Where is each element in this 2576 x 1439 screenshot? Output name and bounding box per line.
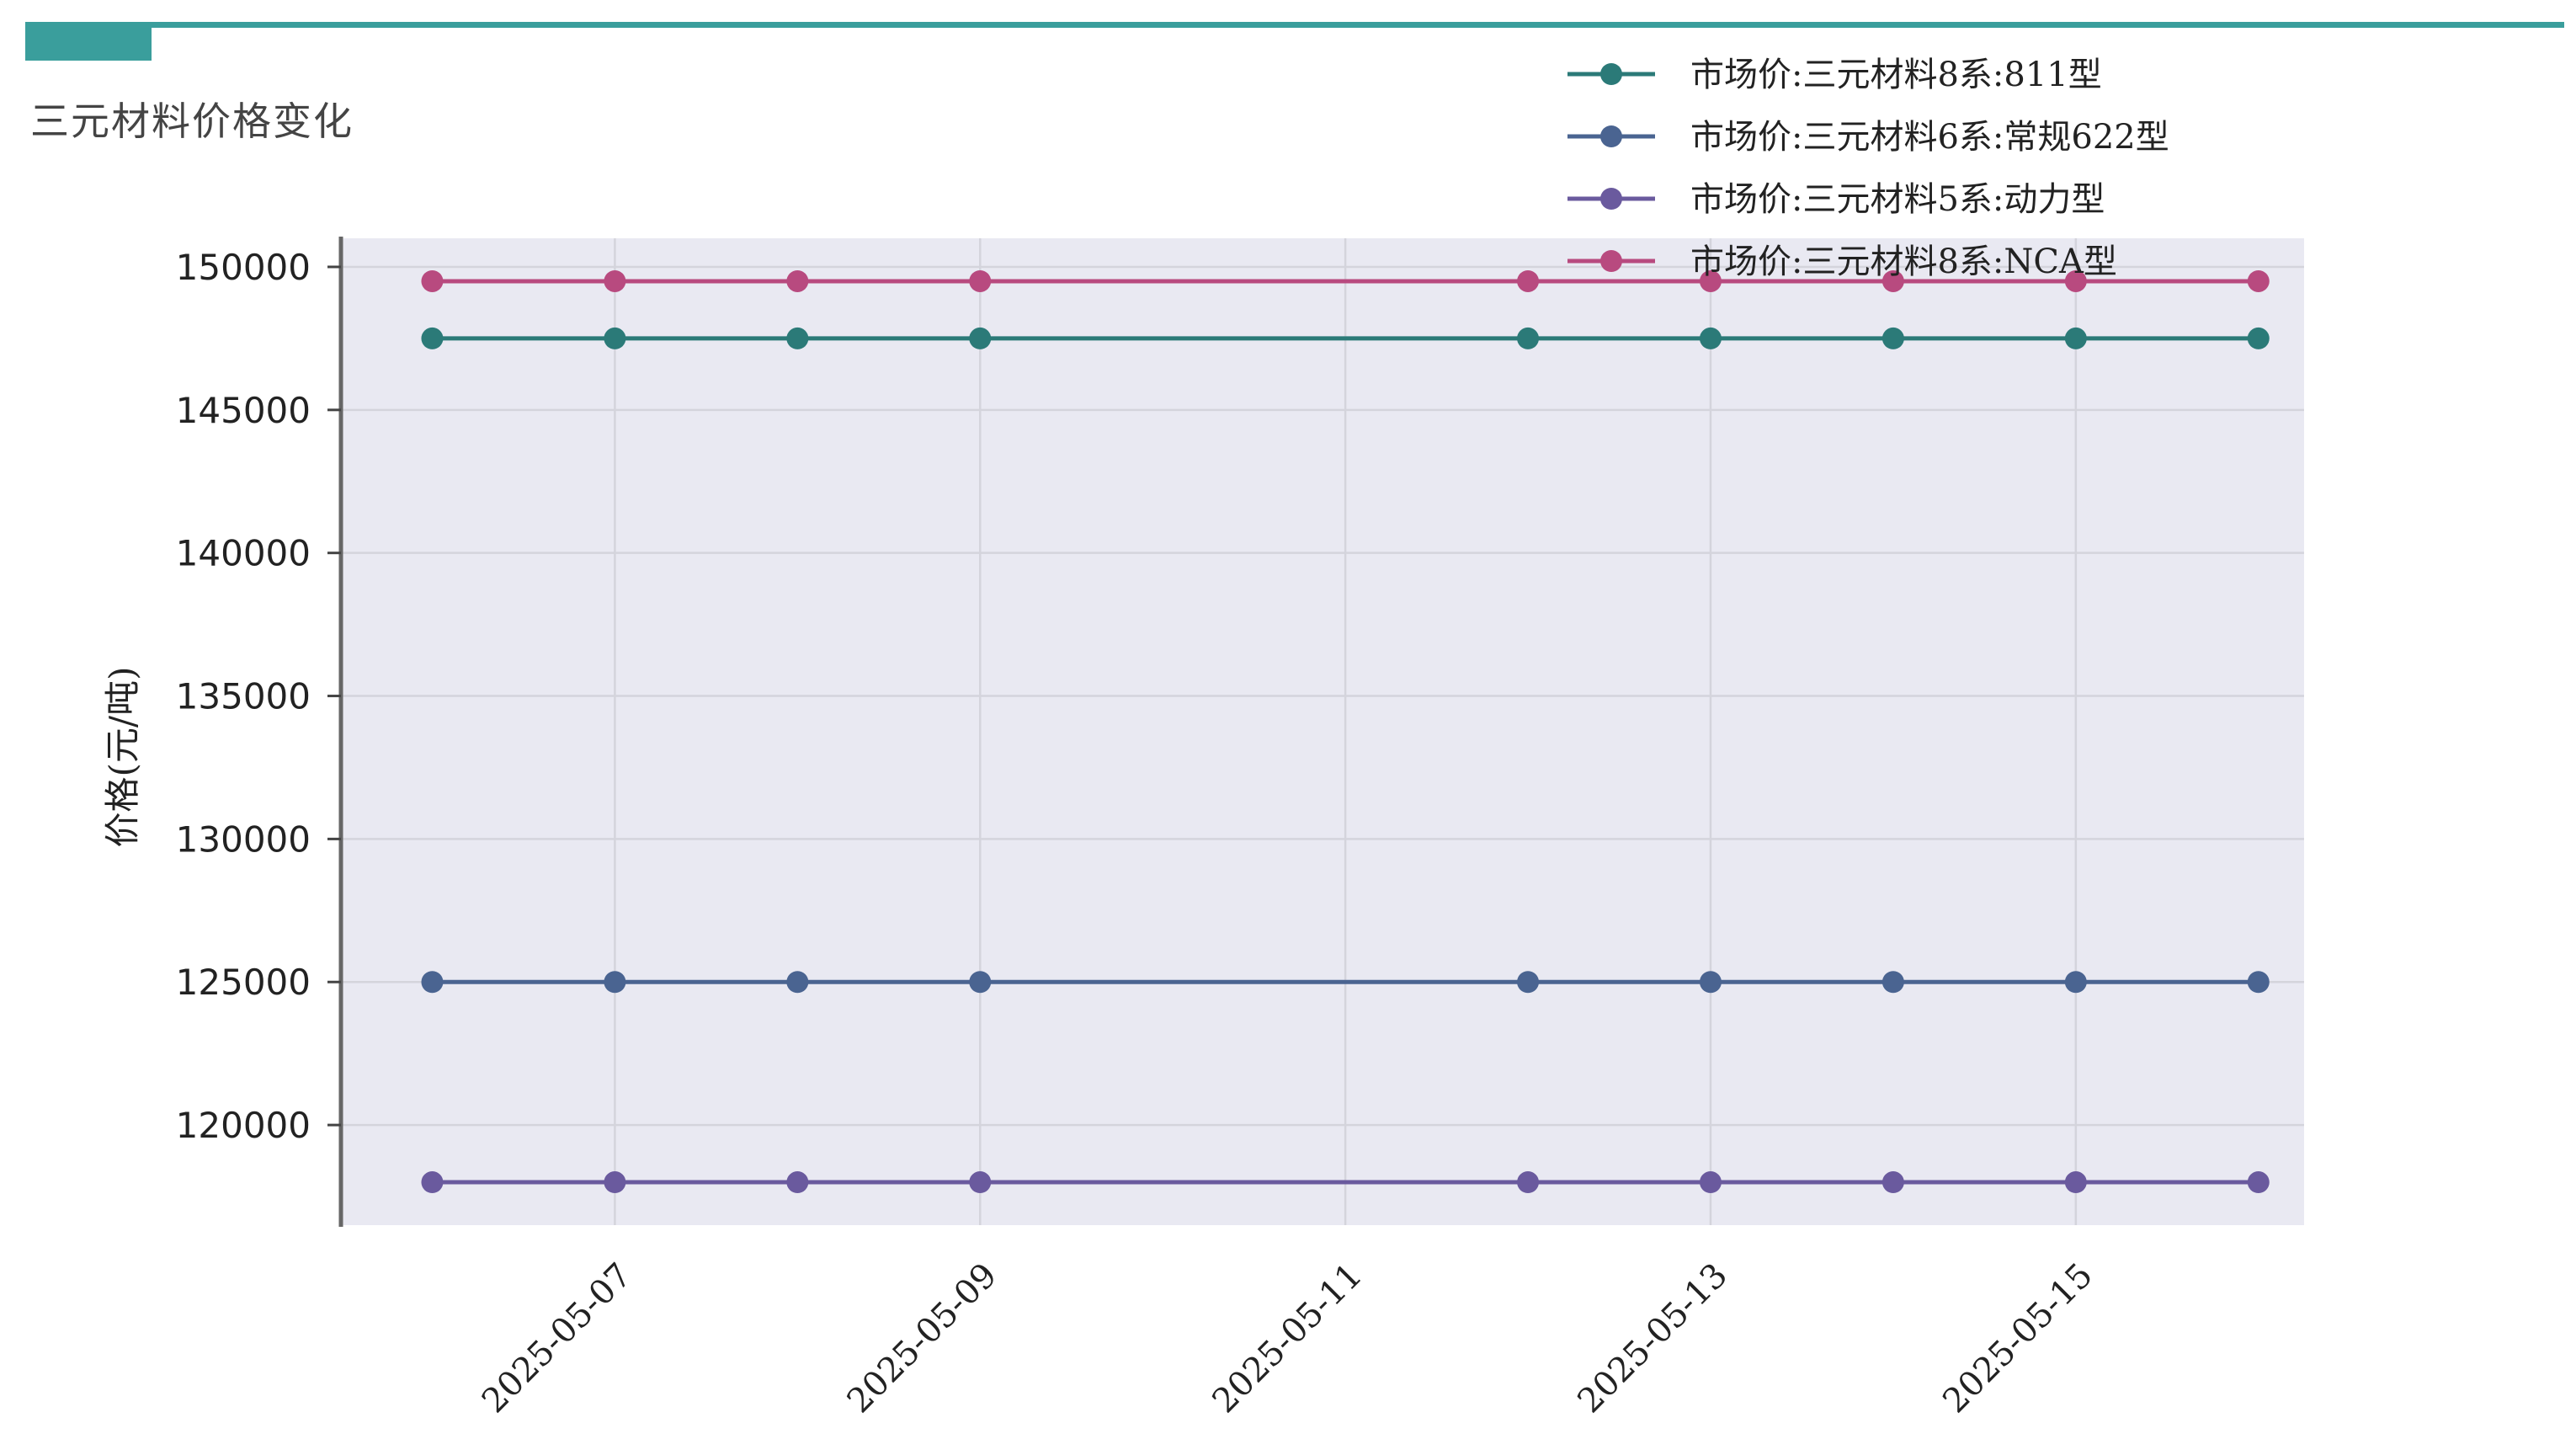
y-axis-label: 价格(元/吨) [102,667,143,848]
data-point [786,327,809,349]
data-point [604,327,626,349]
data-point [1517,971,1540,994]
data-point [1881,327,1904,349]
data-point [1881,269,1904,292]
data-point [1517,269,1540,292]
legend-marker [1600,125,1622,147]
data-point [2247,269,2270,292]
legend-marker [1600,63,1622,85]
data-point [1517,327,1540,349]
y-tick-label: 135000 [176,676,311,717]
legend-item: 市场价:三元材料8系:811型 [1567,56,2102,94]
page-title: 三元材料价格变化 [30,99,354,144]
y-tick-label: 140000 [176,533,311,574]
data-point [786,1171,809,1194]
header-accent-bar [25,22,2564,28]
data-point [421,327,444,349]
data-point [421,1171,444,1194]
x-tick-label: 2025-05-11 [1206,1256,1370,1421]
series-4 [421,269,2270,292]
data-point [604,269,626,292]
data-point [969,269,992,292]
legend-label: 市场价:三元材料6系:常规622型 [1690,118,2169,157]
legend-marker [1600,250,1622,272]
data-point [2247,1171,2270,1194]
data-point [969,327,992,349]
data-point [2247,327,2270,349]
data-point [2064,327,2087,349]
data-point [1699,971,1722,994]
grid-lines [341,238,2304,1225]
data-point [1699,327,1722,349]
x-tick-label: 2025-05-13 [1570,1256,1735,1421]
legend-item: 市场价:三元材料6系:常规622型 [1567,118,2169,157]
data-point [421,971,444,994]
data-point [604,971,626,994]
x-tick-label: 2025-05-07 [475,1256,640,1421]
data-point [2064,1171,2087,1194]
series-layer [421,269,2270,1194]
data-point [421,269,444,292]
header-accent-tab [25,22,152,61]
data-point [1881,1171,1904,1194]
data-point [969,971,992,994]
data-point [1699,269,1722,292]
legend-label: 市场价:三元材料5系:动力型 [1690,180,2105,219]
data-point [1517,1171,1540,1194]
data-point [2064,269,2087,292]
y-tick-label: 125000 [176,962,311,1003]
data-point [604,1171,626,1194]
data-point [1881,971,1904,994]
y-tick-label: 150000 [176,247,311,288]
legend-label: 市场价:三元材料8系:811型 [1690,56,2102,94]
legend-item: 市场价:三元材料5系:动力型 [1567,180,2105,219]
data-point [2247,971,2270,994]
y-tick-label: 130000 [176,818,311,860]
data-point [2064,971,2087,994]
x-tick-label: 2025-05-15 [1935,1256,2100,1421]
data-point [786,269,809,292]
legend-item: 市场价:三元材料8系:NCA型 [1567,242,2117,281]
series-2 [421,971,2270,994]
series-3 [421,1171,2270,1194]
y-tick-label: 120000 [176,1105,311,1146]
legend-label: 市场价:三元材料8系:NCA型 [1690,242,2117,281]
y-axis-ticks: 120000 125000 130000 135000 140000 145000 1500… [176,247,341,1146]
plot-area [341,238,2304,1225]
data-point [1699,1171,1722,1194]
legend: 市场价:三元材料8系:811型市场价:三元材料6系:常规622型市场价:三元材料… [1567,56,2169,281]
legend-marker [1600,188,1622,210]
data-point [969,1171,992,1194]
x-tick-label: 2025-05-09 [840,1256,1005,1421]
series-1 [421,327,2270,349]
x-axis-ticks: 2025-05-07 2025-05-09 2025-05-11 2025-05-13… [475,1256,2100,1421]
data-point [786,971,809,994]
y-tick-label: 145000 [176,390,311,431]
